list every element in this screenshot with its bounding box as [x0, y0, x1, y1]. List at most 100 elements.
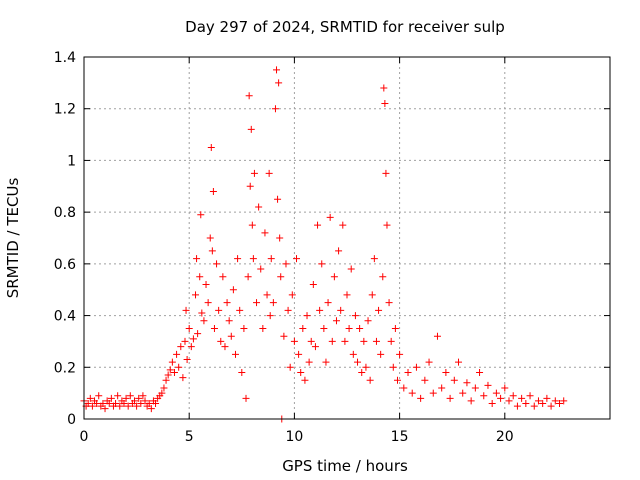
- data-point: [543, 394, 551, 402]
- data-point: [480, 392, 488, 400]
- data-point: [246, 182, 254, 190]
- data-point: [204, 299, 212, 307]
- chart-title: Day 297 of 2024, SRMTID for receiver sul…: [185, 18, 505, 36]
- data-point: [391, 325, 399, 332]
- tick-layer: 0 0.2 0.4 0.6 0.8 1 1.2 1.4 0 5 10 15 20: [54, 50, 610, 445]
- data-point: [446, 394, 454, 402]
- data-point: [280, 332, 288, 340]
- data-point: [455, 358, 463, 366]
- data-point: [518, 394, 526, 402]
- data-point: [147, 405, 155, 413]
- data-point: [266, 312, 274, 320]
- data-point: [347, 265, 355, 273]
- y-tick-label: 0.4: [54, 309, 76, 325]
- data-point: [383, 221, 391, 229]
- data-point: [354, 358, 362, 366]
- x-tick-label: 20: [496, 429, 514, 445]
- data-point: [244, 273, 252, 281]
- data-point: [337, 306, 345, 314]
- data-point: [290, 337, 298, 345]
- data-point: [213, 260, 221, 268]
- data-point: [231, 350, 239, 358]
- data-point: [488, 399, 496, 407]
- data-point: [198, 309, 206, 317]
- data-point: [295, 350, 303, 358]
- data-point: [217, 337, 225, 345]
- y-tick-label: 0.8: [54, 205, 76, 221]
- x-tick-label: 15: [391, 429, 409, 445]
- data-point: [293, 255, 301, 263]
- data-point: [170, 368, 178, 376]
- data-points: [80, 66, 568, 423]
- data-point: [526, 392, 534, 400]
- data-point: [277, 273, 285, 281]
- data-point: [263, 291, 271, 299]
- data-point: [114, 392, 122, 400]
- data-point: [332, 317, 340, 325]
- data-point: [207, 144, 215, 151]
- data-point: [501, 384, 509, 392]
- x-axis-label: GPS time / hours: [282, 457, 408, 475]
- data-point: [381, 100, 389, 108]
- data-point: [492, 389, 500, 397]
- data-point: [547, 402, 555, 410]
- data-point: [99, 399, 107, 407]
- data-point: [112, 399, 120, 407]
- data-point: [311, 343, 319, 351]
- data-point: [160, 384, 168, 392]
- data-point: [247, 125, 255, 133]
- data-point: [107, 394, 115, 402]
- data-point: [522, 399, 530, 407]
- data-point: [379, 273, 387, 281]
- y-axis-label: SRMTID / TECUs: [4, 178, 22, 299]
- y-tick-label: 0.2: [54, 360, 76, 376]
- data-point: [105, 399, 113, 407]
- data-point: [326, 213, 334, 221]
- data-point: [505, 397, 513, 405]
- data-point: [215, 306, 223, 314]
- data-point: [288, 291, 296, 299]
- data-point: [349, 350, 357, 358]
- data-point: [358, 368, 366, 376]
- data-point: [137, 399, 145, 407]
- y-tick-label: 1.2: [54, 102, 76, 118]
- data-point: [250, 169, 258, 177]
- data-point: [257, 265, 265, 273]
- data-point: [551, 397, 559, 405]
- data-point: [286, 363, 294, 371]
- data-point: [196, 273, 204, 281]
- data-point: [322, 358, 330, 366]
- data-point: [221, 343, 229, 351]
- data-point: [335, 247, 343, 255]
- data-point: [299, 325, 307, 332]
- data-point: [158, 389, 166, 397]
- data-point: [509, 392, 517, 400]
- data-point: [356, 325, 364, 332]
- data-point: [301, 376, 309, 384]
- data-point: [265, 169, 273, 177]
- data-point: [175, 363, 183, 371]
- data-point: [206, 234, 214, 242]
- data-point: [366, 376, 374, 384]
- data-point: [141, 397, 149, 405]
- data-point: [320, 325, 328, 332]
- data-point: [225, 317, 233, 325]
- data-point: [130, 397, 138, 405]
- data-point: [133, 402, 141, 410]
- data-point: [560, 397, 568, 405]
- data-point: [471, 384, 479, 392]
- data-point: [412, 363, 420, 371]
- data-point: [442, 368, 450, 376]
- data-point: [179, 374, 187, 382]
- data-point: [556, 399, 564, 407]
- data-point: [433, 332, 441, 340]
- data-point: [200, 317, 208, 325]
- data-point: [351, 312, 359, 320]
- data-point: [362, 363, 370, 371]
- data-point: [364, 317, 372, 325]
- data-point: [513, 402, 521, 410]
- y-tick-label: 1.4: [54, 50, 76, 66]
- data-point: [459, 389, 467, 397]
- data-point: [307, 337, 315, 345]
- data-point: [249, 255, 257, 263]
